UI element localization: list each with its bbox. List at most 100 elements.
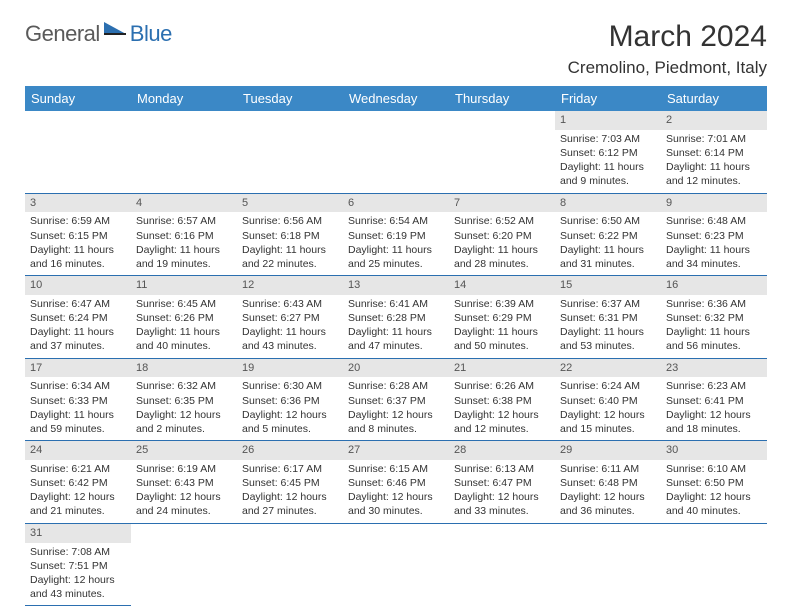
sunrise-text: Sunrise: 6:45 AM: [136, 297, 232, 311]
day-cell-23: 23Sunrise: 6:23 AMSunset: 6:41 PMDayligh…: [661, 358, 767, 441]
day-details: Sunrise: 6:45 AMSunset: 6:26 PMDaylight:…: [131, 295, 237, 358]
sunrise-text: Sunrise: 6:10 AM: [666, 462, 762, 476]
daylight-text: Daylight: 11 hours and 12 minutes.: [666, 160, 762, 188]
sunrise-text: Sunrise: 6:57 AM: [136, 214, 232, 228]
sunrise-text: Sunrise: 6:17 AM: [242, 462, 338, 476]
day-details: Sunrise: 6:36 AMSunset: 6:32 PMDaylight:…: [661, 295, 767, 358]
daylight-text: Daylight: 11 hours and 53 minutes.: [560, 325, 656, 353]
day-details: Sunrise: 7:01 AMSunset: 6:14 PMDaylight:…: [661, 130, 767, 193]
day-details: Sunrise: 7:08 AMSunset: 7:51 PMDaylight:…: [25, 543, 131, 606]
daylight-text: Daylight: 12 hours and 18 minutes.: [666, 408, 762, 436]
header-row: General Blue March 2024 Cremolino, Piedm…: [25, 20, 767, 78]
sunrise-text: Sunrise: 6:26 AM: [454, 379, 550, 393]
daylight-text: Daylight: 11 hours and 28 minutes.: [454, 243, 550, 271]
day-number: 14: [449, 276, 555, 295]
day-cell-15: 15Sunrise: 6:37 AMSunset: 6:31 PMDayligh…: [555, 276, 661, 359]
day-number: 1: [555, 111, 661, 130]
day-cell-18: 18Sunrise: 6:32 AMSunset: 6:35 PMDayligh…: [131, 358, 237, 441]
empty-cell: [237, 111, 343, 193]
daylight-text: Daylight: 11 hours and 16 minutes.: [30, 243, 126, 271]
day-cell-13: 13Sunrise: 6:41 AMSunset: 6:28 PMDayligh…: [343, 276, 449, 359]
day-cell-6: 6Sunrise: 6:54 AMSunset: 6:19 PMDaylight…: [343, 193, 449, 276]
sunrise-text: Sunrise: 6:59 AM: [30, 214, 126, 228]
sunrise-text: Sunrise: 6:15 AM: [348, 462, 444, 476]
empty-cell: [131, 111, 237, 193]
sunrise-text: Sunrise: 6:56 AM: [242, 214, 338, 228]
sunset-text: Sunset: 6:46 PM: [348, 476, 444, 490]
sunrise-text: Sunrise: 6:19 AM: [136, 462, 232, 476]
sunset-text: Sunset: 6:22 PM: [560, 229, 656, 243]
day-cell-26: 26Sunrise: 6:17 AMSunset: 6:45 PMDayligh…: [237, 441, 343, 524]
day-cell-19: 19Sunrise: 6:30 AMSunset: 6:36 PMDayligh…: [237, 358, 343, 441]
daylight-text: Daylight: 11 hours and 43 minutes.: [242, 325, 338, 353]
sunrise-text: Sunrise: 6:54 AM: [348, 214, 444, 228]
day-cell-25: 25Sunrise: 6:19 AMSunset: 6:43 PMDayligh…: [131, 441, 237, 524]
daylight-text: Daylight: 12 hours and 5 minutes.: [242, 408, 338, 436]
weekday-friday: Friday: [555, 86, 661, 111]
day-number: 8: [555, 194, 661, 213]
day-number: 6: [343, 194, 449, 213]
day-details: Sunrise: 6:26 AMSunset: 6:38 PMDaylight:…: [449, 377, 555, 440]
day-cell-30: 30Sunrise: 6:10 AMSunset: 6:50 PMDayligh…: [661, 441, 767, 524]
day-cell-31: 31Sunrise: 7:08 AMSunset: 7:51 PMDayligh…: [25, 523, 131, 606]
daylight-text: Daylight: 11 hours and 19 minutes.: [136, 243, 232, 271]
day-details: Sunrise: 6:52 AMSunset: 6:20 PMDaylight:…: [449, 212, 555, 275]
sunset-text: Sunset: 7:51 PM: [30, 559, 126, 573]
sunset-text: Sunset: 6:20 PM: [454, 229, 550, 243]
empty-cell: [661, 523, 767, 606]
sunset-text: Sunset: 6:33 PM: [30, 394, 126, 408]
day-number: 18: [131, 359, 237, 378]
day-number: 10: [25, 276, 131, 295]
sunset-text: Sunset: 6:45 PM: [242, 476, 338, 490]
sunset-text: Sunset: 6:28 PM: [348, 311, 444, 325]
weekday-sunday: Sunday: [25, 86, 131, 111]
day-number: 31: [25, 524, 131, 543]
day-cell-7: 7Sunrise: 6:52 AMSunset: 6:20 PMDaylight…: [449, 193, 555, 276]
sunset-text: Sunset: 6:19 PM: [348, 229, 444, 243]
sunset-text: Sunset: 6:14 PM: [666, 146, 762, 160]
day-details: Sunrise: 6:32 AMSunset: 6:35 PMDaylight:…: [131, 377, 237, 440]
day-number: 12: [237, 276, 343, 295]
sunset-text: Sunset: 6:50 PM: [666, 476, 762, 490]
day-details: Sunrise: 6:41 AMSunset: 6:28 PMDaylight:…: [343, 295, 449, 358]
day-number: 29: [555, 441, 661, 460]
weekday-wednesday: Wednesday: [343, 86, 449, 111]
sunset-text: Sunset: 6:37 PM: [348, 394, 444, 408]
calendar-week-row: 10Sunrise: 6:47 AMSunset: 6:24 PMDayligh…: [25, 276, 767, 359]
daylight-text: Daylight: 12 hours and 40 minutes.: [666, 490, 762, 518]
daylight-text: Daylight: 11 hours and 59 minutes.: [30, 408, 126, 436]
daylight-text: Daylight: 12 hours and 36 minutes.: [560, 490, 656, 518]
day-cell-5: 5Sunrise: 6:56 AMSunset: 6:18 PMDaylight…: [237, 193, 343, 276]
day-cell-3: 3Sunrise: 6:59 AMSunset: 6:15 PMDaylight…: [25, 193, 131, 276]
weekday-tuesday: Tuesday: [237, 86, 343, 111]
day-cell-10: 10Sunrise: 6:47 AMSunset: 6:24 PMDayligh…: [25, 276, 131, 359]
day-cell-1: 1Sunrise: 7:03 AMSunset: 6:12 PMDaylight…: [555, 111, 661, 193]
empty-cell: [25, 111, 131, 193]
logo-text-blue: Blue: [130, 21, 172, 47]
calendar-week-row: 1Sunrise: 7:03 AMSunset: 6:12 PMDaylight…: [25, 111, 767, 193]
sunrise-text: Sunrise: 7:08 AM: [30, 545, 126, 559]
daylight-text: Daylight: 11 hours and 9 minutes.: [560, 160, 656, 188]
day-details: Sunrise: 6:24 AMSunset: 6:40 PMDaylight:…: [555, 377, 661, 440]
sunset-text: Sunset: 6:24 PM: [30, 311, 126, 325]
sunset-text: Sunset: 6:48 PM: [560, 476, 656, 490]
title-block: March 2024 Cremolino, Piedmont, Italy: [568, 20, 767, 78]
day-details: Sunrise: 6:17 AMSunset: 6:45 PMDaylight:…: [237, 460, 343, 523]
sunset-text: Sunset: 6:15 PM: [30, 229, 126, 243]
day-number: 23: [661, 359, 767, 378]
sunset-text: Sunset: 6:16 PM: [136, 229, 232, 243]
day-details: Sunrise: 6:59 AMSunset: 6:15 PMDaylight:…: [25, 212, 131, 275]
day-details: Sunrise: 6:43 AMSunset: 6:27 PMDaylight:…: [237, 295, 343, 358]
month-title: March 2024: [568, 20, 767, 54]
day-details: Sunrise: 6:39 AMSunset: 6:29 PMDaylight:…: [449, 295, 555, 358]
empty-cell: [343, 111, 449, 193]
day-cell-17: 17Sunrise: 6:34 AMSunset: 6:33 PMDayligh…: [25, 358, 131, 441]
sunrise-text: Sunrise: 7:01 AM: [666, 132, 762, 146]
daylight-text: Daylight: 11 hours and 22 minutes.: [242, 243, 338, 271]
day-cell-24: 24Sunrise: 6:21 AMSunset: 6:42 PMDayligh…: [25, 441, 131, 524]
day-number: 2: [661, 111, 767, 130]
day-number: 7: [449, 194, 555, 213]
sunrise-text: Sunrise: 6:13 AM: [454, 462, 550, 476]
sunset-text: Sunset: 6:38 PM: [454, 394, 550, 408]
sunrise-text: Sunrise: 6:43 AM: [242, 297, 338, 311]
